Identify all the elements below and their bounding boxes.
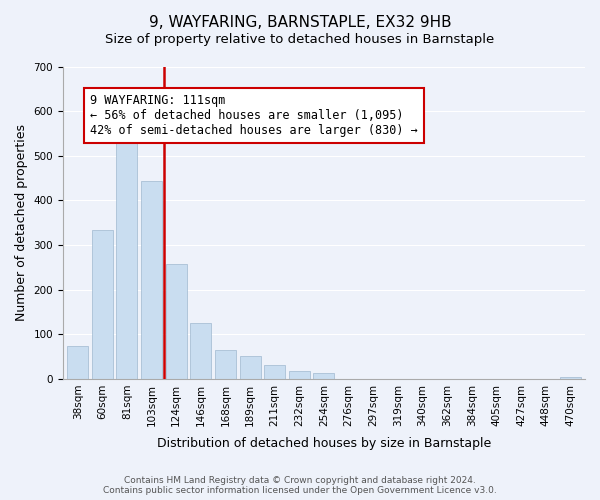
- Bar: [92, 230, 113, 379]
- Bar: [560, 376, 581, 379]
- Bar: [313, 373, 334, 379]
- Bar: [67, 346, 88, 379]
- Bar: [264, 364, 285, 379]
- Y-axis label: Number of detached properties: Number of detached properties: [15, 124, 28, 321]
- Bar: [141, 181, 162, 379]
- Text: Contains HM Land Registry data © Crown copyright and database right 2024.
Contai: Contains HM Land Registry data © Crown c…: [103, 476, 497, 495]
- Bar: [289, 372, 310, 379]
- Text: 9 WAYFARING: 111sqm
← 56% of detached houses are smaller (1,095)
42% of semi-det: 9 WAYFARING: 111sqm ← 56% of detached ho…: [90, 94, 418, 137]
- Bar: [190, 322, 211, 379]
- Bar: [215, 350, 236, 379]
- Bar: [166, 264, 187, 379]
- Bar: [116, 129, 137, 379]
- Text: 9, WAYFARING, BARNSTAPLE, EX32 9HB: 9, WAYFARING, BARNSTAPLE, EX32 9HB: [149, 15, 451, 30]
- Bar: [239, 356, 260, 379]
- X-axis label: Distribution of detached houses by size in Barnstaple: Distribution of detached houses by size …: [157, 437, 491, 450]
- Text: Size of property relative to detached houses in Barnstaple: Size of property relative to detached ho…: [106, 32, 494, 46]
